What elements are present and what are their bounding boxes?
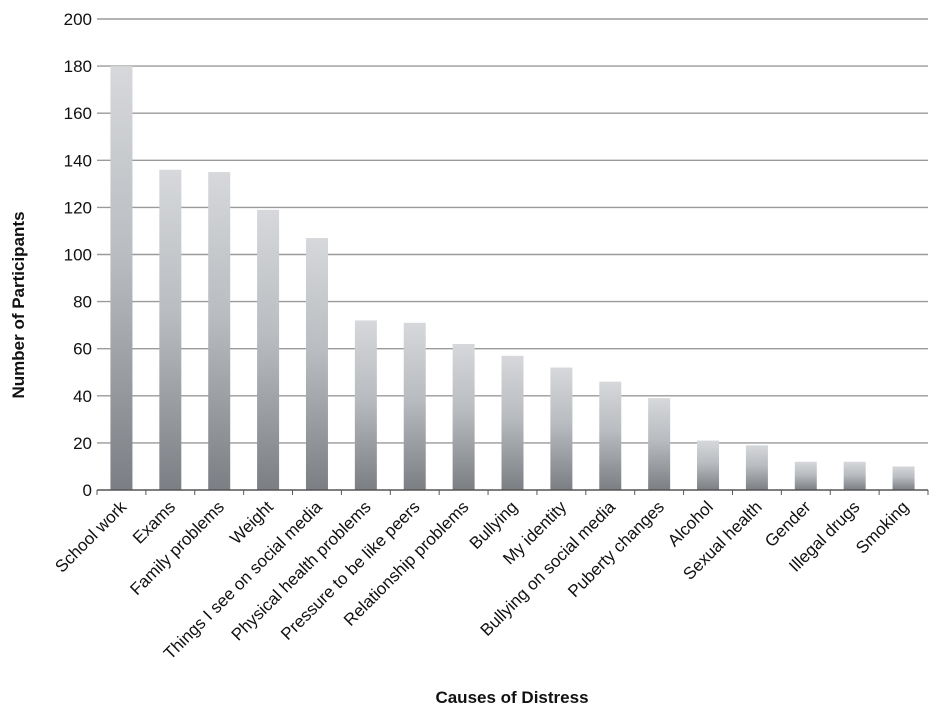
bar <box>305 238 328 490</box>
y-tick-label: 120 <box>64 198 92 217</box>
bar <box>599 381 622 490</box>
y-tick-label: 20 <box>73 434 92 453</box>
y-tick-label: 80 <box>73 293 92 312</box>
bar <box>403 322 426 490</box>
y-tick-label: 200 <box>64 10 92 29</box>
y-axis-ticks: 0 20 40 60 80 100 120 140 160 180 200 <box>64 10 92 500</box>
x-tick-label: Smoking <box>852 497 912 557</box>
bar <box>892 466 915 490</box>
bar <box>110 66 133 490</box>
y-tick-label: 0 <box>83 481 92 500</box>
y-axis-title: Number of Participants <box>9 211 28 398</box>
gridlines <box>97 18 928 444</box>
bar <box>697 440 720 490</box>
bar <box>843 461 866 490</box>
bar <box>745 445 768 490</box>
x-axis-title: Causes of Distress <box>435 688 588 707</box>
y-tick-label: 60 <box>73 340 92 359</box>
x-tick-label: School work <box>51 497 130 576</box>
y-tick-label: 160 <box>64 104 92 123</box>
bar <box>501 355 524 490</box>
bar <box>452 343 475 490</box>
bar <box>794 461 817 490</box>
bar <box>648 398 671 490</box>
y-tick-label: 40 <box>73 387 92 406</box>
bar <box>159 169 182 490</box>
y-tick-label: 180 <box>64 57 92 76</box>
y-tick-label: 100 <box>64 246 92 265</box>
y-tick-label: 140 <box>64 151 92 170</box>
bar <box>208 172 231 490</box>
bar <box>257 209 280 490</box>
bar <box>550 367 573 490</box>
bar <box>354 320 377 490</box>
bars <box>110 66 915 490</box>
